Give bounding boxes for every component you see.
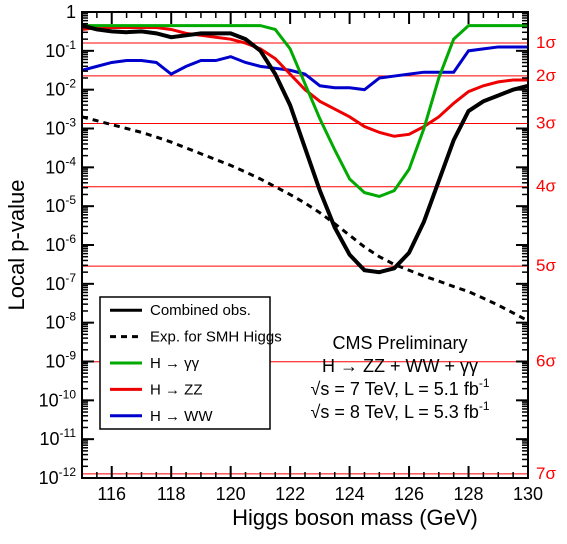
x-tick-label: 118: [157, 484, 186, 504]
sigma-label: 3σ: [536, 113, 556, 132]
cms-label: CMS Preliminary: [332, 333, 467, 353]
y-tick-label: 10-5: [45, 193, 76, 216]
x-tick-label: 124: [335, 484, 365, 504]
y-tick-label: 10-12: [39, 465, 77, 488]
y-tick-label: 10-11: [40, 426, 77, 449]
sigma-label: 4σ: [536, 177, 556, 196]
sigma-label: 5σ: [536, 256, 556, 275]
y-tick-label: 10-8: [45, 310, 76, 333]
x-tick-label: 126: [394, 484, 424, 504]
x-tick-label: 130: [513, 484, 543, 504]
x-axis-label: Higgs boson mass (GeV): [232, 505, 478, 530]
series-h-gg: [82, 26, 528, 197]
legend-label: Combined obs.: [150, 302, 251, 319]
sigma-label: 2σ: [536, 66, 556, 85]
y-tick-label: 10-7: [45, 271, 76, 294]
lumi-label: √s = 8 TeV, L = 5.3 fb-1: [310, 399, 489, 422]
x-tick-label: 120: [216, 484, 246, 504]
legend-label: H → γγ: [150, 355, 200, 372]
y-tick-label: 10-10: [39, 387, 77, 410]
legend-label: H → ZZ: [150, 381, 203, 398]
y-tick-label: 10-2: [45, 77, 76, 100]
legend-label: H → WW: [150, 408, 213, 425]
lumi-label: √s = 7 TeV, L = 5.1 fb-1: [310, 376, 489, 399]
channels-label: H → ZZ + WW + γγ: [322, 356, 478, 376]
y-tick-label: 10-4: [45, 154, 76, 177]
sigma-label: 1σ: [536, 33, 556, 52]
x-tick-label: 122: [275, 484, 305, 504]
chart-svg: 11611812012212412612813010-1210-1110-101…: [0, 0, 567, 544]
x-tick-label: 128: [454, 484, 484, 504]
y-tick-label: 10-3: [45, 116, 76, 139]
sigma-label: 7σ: [536, 464, 556, 483]
y-tick-label: 10-1: [45, 38, 76, 61]
y-tick-label: 10-9: [45, 349, 76, 372]
pvalue-chart: 11611812012212412612813010-1210-1110-101…: [0, 0, 567, 544]
sigma-label: 6σ: [536, 352, 556, 371]
y-tick-label: 10-6: [45, 232, 76, 255]
x-tick-label: 116: [97, 484, 126, 504]
legend-label: Exp. for SMH Higgs: [150, 329, 282, 346]
y-axis-label: Local p-value: [4, 180, 29, 311]
y-tick-label: 1: [66, 2, 76, 22]
